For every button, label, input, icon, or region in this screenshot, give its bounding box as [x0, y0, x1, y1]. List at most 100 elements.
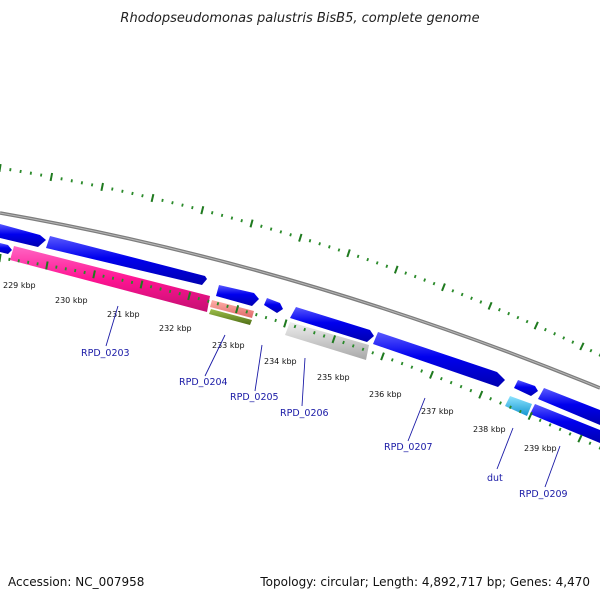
forward-gene-RPD_0207[interactable]	[373, 332, 505, 387]
inner-ring-minor-tick	[499, 401, 502, 405]
outer-ring-minor-tick	[507, 311, 511, 316]
inner-ring-minor-tick	[274, 318, 277, 323]
forward-gene-right[interactable]	[538, 388, 600, 425]
inner-ring-major-tick	[235, 305, 240, 314]
inner-ring-minor-tick	[159, 287, 162, 291]
outer-ring-minor-tick	[328, 245, 331, 249]
outer-ring-minor-tick	[80, 181, 84, 185]
inner-ring-minor-tick	[568, 432, 572, 436]
inner-ring-major-tick	[45, 261, 49, 270]
inner-ring-minor-tick	[130, 280, 134, 284]
outer-ring-minor-tick	[553, 332, 557, 336]
inner-ring-major-tick	[429, 370, 434, 379]
outer-ring-minor-tick	[404, 271, 408, 275]
tick-label-237: 237 kbp	[421, 407, 454, 416]
feature-RPD_0203[interactable]	[10, 246, 210, 312]
outer-ring-minor-tick	[356, 254, 360, 259]
gene-label-RPD_0206[interactable]: RPD_0206	[280, 408, 329, 419]
outer-ring-minor-tick	[141, 194, 144, 198]
inner-ring-minor-tick	[390, 358, 394, 362]
outer-ring-minor-tick	[543, 327, 547, 332]
outer-ring-minor-tick	[181, 203, 184, 207]
tick-label-239: 239 kbp	[524, 444, 557, 453]
outer-ring-minor-tick	[289, 233, 292, 237]
inner-ring-minor-tick	[207, 299, 210, 303]
gene-label-RPD_0204[interactable]: RPD_0204	[179, 377, 228, 388]
reverse-gene-right[interactable]	[530, 404, 600, 443]
outer-ring-minor-tick	[432, 281, 436, 286]
outer-ring-minor-tick	[161, 198, 164, 202]
tick-label-234: 234 kbp	[264, 357, 297, 366]
outer-ring-major-tick	[49, 172, 54, 182]
feature-RPD_0204[interactable]	[210, 300, 254, 318]
feature-RPD_0205[interactable]	[209, 309, 252, 325]
outer-ring-minor-tick	[269, 227, 273, 231]
genome-summary-text: Topology: circular; Length: 4,892,717 bp…	[259, 575, 590, 589]
forward-gene-small-3[interactable]	[514, 380, 538, 396]
outer-ring-minor-tick	[240, 218, 243, 223]
inner-ring-minor-tick	[371, 351, 375, 355]
gene-label-RPD_0205[interactable]: RPD_0205	[230, 392, 279, 403]
tick-label-236: 236 kbp	[369, 390, 402, 399]
tick-label-233: 233 kbp	[212, 341, 245, 350]
inner-ring-minor-tick	[459, 384, 463, 389]
inner-ring-minor-tick	[149, 285, 153, 289]
tick-label-230: 230 kbp	[55, 296, 88, 305]
genome-backbone	[0, 211, 600, 390]
outer-ring-major-tick	[393, 265, 399, 274]
inner-ring-minor-tick	[342, 340, 345, 345]
inner-ring-minor-tick	[410, 365, 414, 369]
outer-ring-minor-tick	[479, 300, 483, 304]
forward-gene-small-2[interactable]	[264, 298, 283, 313]
inner-ring-minor-tick	[197, 296, 200, 301]
outer-ring-minor-tick	[260, 224, 263, 228]
inner-ring-minor-tick	[303, 327, 306, 332]
inner-ring-minor-tick	[588, 441, 592, 445]
inner-ring-minor-tick	[361, 347, 365, 352]
forward-gene-long[interactable]	[46, 236, 207, 285]
inner-ring-major-tick	[478, 390, 484, 399]
outer-ring-minor-tick	[413, 274, 417, 279]
inner-ring-minor-tick	[293, 324, 297, 329]
reverse-gene-left-blue[interactable]	[0, 243, 12, 254]
feature-RPD_0206[interactable]	[285, 322, 369, 360]
gene-label-RPD_0209[interactable]: RPD_0209	[519, 489, 568, 500]
gene-label-dut[interactable]: dut	[487, 473, 503, 484]
inner-ring-minor-tick	[17, 259, 20, 263]
gene-labels: RPD_0203 RPD_0204 RPD_0205 RPD_0206 RPD_…	[81, 348, 568, 500]
outer-ring-minor-tick	[171, 201, 174, 205]
inner-ring-minor-tick	[216, 302, 220, 306]
gene-label-RPD_0207[interactable]: RPD_0207	[384, 442, 433, 453]
outer-ring-minor-tick	[516, 315, 520, 320]
outer-ring-minor-tick	[337, 248, 341, 252]
outer-ring-minor-tick	[9, 168, 12, 172]
forward-gene-left[interactable]	[0, 224, 46, 247]
outer-ring-major-tick	[441, 283, 446, 292]
inner-ring-minor-tick	[121, 278, 124, 282]
outer-ring-minor-tick	[60, 177, 63, 181]
accession-text: Accession: NC_007958	[8, 575, 144, 589]
outer-ring-minor-tick	[40, 173, 43, 177]
feature-dut[interactable]	[505, 396, 532, 416]
outer-ring-minor-tick	[220, 213, 224, 218]
outer-ring-minor-tick	[451, 289, 455, 293]
inner-ring-minor-tick	[351, 344, 355, 348]
inner-ring-major-tick	[139, 280, 144, 289]
forward-gene-mid[interactable]	[290, 307, 374, 342]
outer-ring-minor-tick	[19, 169, 22, 174]
forward-strand-features	[0, 224, 600, 425]
inner-ring-minor-tick	[469, 388, 473, 393]
forward-gene-small-1[interactable]	[216, 285, 259, 306]
inner-ring-minor-tick	[548, 423, 552, 427]
inner-ring-minor-tick	[226, 304, 229, 309]
gene-label-RPD_0203[interactable]: RPD_0203	[81, 348, 130, 359]
tick-label-232: 232 kbp	[159, 324, 192, 333]
inner-ring-major-tick	[380, 352, 385, 361]
inner-ring-minor-tick	[420, 369, 424, 373]
outer-ring-minor-tick	[366, 257, 370, 262]
outer-ring-minor-tick	[230, 216, 234, 220]
outer-ring-major-tick	[0, 164, 2, 173]
outer-ring-minor-tick	[562, 336, 566, 340]
outer-ring-minor-tick	[571, 340, 575, 344]
